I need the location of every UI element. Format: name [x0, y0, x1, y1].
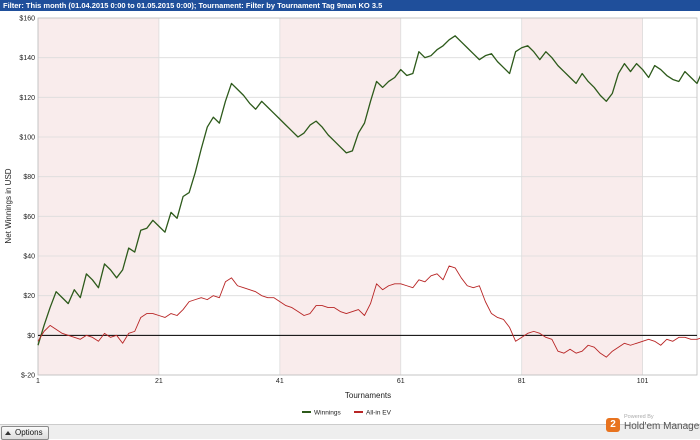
filter-text: Filter: This month (01.04.2015 0:00 to 0…: [3, 1, 383, 10]
y-tick-label: $0: [27, 333, 35, 340]
options-label: Options: [15, 428, 43, 437]
y-axis-ticks: $-20 $0 $20 $40 $60 $80 $100 $120 $140 $160: [19, 16, 35, 380]
x-tick-label: 21: [155, 378, 163, 385]
legend-label: All-in EV: [366, 410, 392, 417]
y-tick-label: $80: [23, 174, 35, 181]
x-axis-ticks: 1 21 41 61 81 101: [36, 378, 648, 385]
series-lines: [37, 35, 700, 358]
legend-label: Winnings: [314, 410, 341, 417]
options-button[interactable]: Options: [1, 426, 49, 440]
y-tick-label: $100: [19, 135, 35, 142]
powered-by-text: Powered By: [624, 414, 654, 420]
filter-bar: Filter: This month (01.04.2015 0:00 to 0…: [0, 0, 700, 11]
net-winnings-chart: $-20 $0 $20 $40 $60 $80 $100 $120 $140 $160 1 21 41…: [4, 16, 700, 417]
x-tick-label: 61: [397, 378, 405, 385]
options-arrow-icon: [5, 431, 11, 435]
y-tick-label: $-20: [21, 373, 35, 380]
x-tick-label: 41: [276, 378, 284, 385]
y-tick-label: $20: [23, 293, 35, 300]
plot-frame: [37, 17, 698, 376]
alternating-bands: [38, 18, 643, 375]
x-tick-label: 1: [36, 378, 40, 385]
y-tick-label: $120: [19, 95, 35, 102]
holdem-manager-brand: 2 Powered By Hold'em Manager: [606, 414, 700, 436]
y-tick-label: $40: [23, 254, 35, 261]
y-tick-label: $140: [19, 55, 35, 62]
y-tick-label: $160: [19, 16, 35, 23]
legend: Winnings All-in EV: [302, 410, 392, 417]
bottom-bar: Options 2 Powered By Hold'em Manager: [0, 414, 700, 440]
y-tick-label: $60: [23, 214, 35, 221]
shaded-band: [279, 18, 401, 375]
shaded-band: [521, 18, 643, 375]
series-line-winnings: [37, 35, 700, 346]
x-tick-label: 81: [518, 378, 526, 385]
holdem-manager-logo-icon: 2: [606, 418, 620, 432]
y-axis-label: Net Winnings in USD: [4, 168, 13, 243]
shaded-band: [38, 18, 159, 375]
series-line-all-in-ev: [37, 265, 700, 358]
grid-lines: [37, 17, 698, 376]
x-tick-label: 101: [637, 378, 649, 385]
x-axis-label: Tournaments: [345, 391, 391, 400]
brand-name: Hold'em Manager: [624, 421, 700, 432]
